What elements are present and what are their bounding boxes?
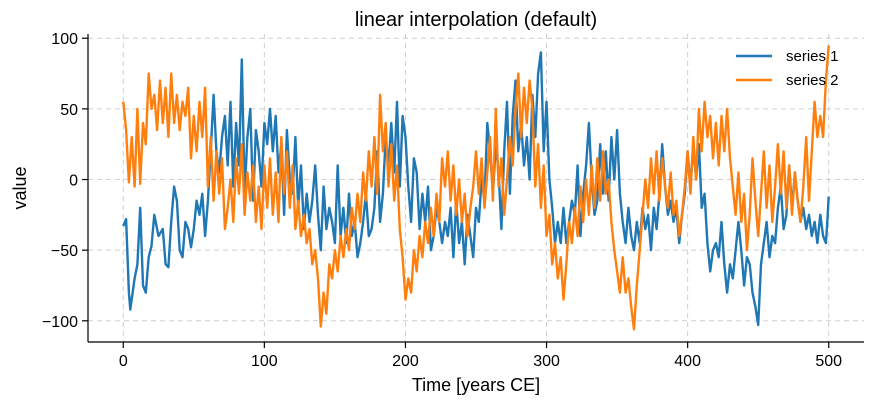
series-lines: [122, 45, 830, 331]
x-tick-label: 300: [533, 353, 560, 370]
x-tick-label: 400: [674, 353, 701, 370]
series-2-line: [122, 45, 830, 331]
series-1-line: [122, 51, 830, 327]
legend-label-series-2: series 2: [786, 72, 839, 89]
legend: series 1 series 2: [736, 48, 839, 89]
x-tick-label: 200: [392, 353, 419, 370]
y-tick-label: 50: [60, 102, 78, 119]
x-tick-label: 500: [815, 353, 842, 370]
legend-label-series-1: series 1: [786, 48, 839, 65]
x-axis-label: Time [years CE]: [412, 375, 540, 395]
chart-title: linear interpolation (default): [355, 9, 597, 31]
y-tick-label: −50: [51, 243, 78, 260]
x-axis-ticks: 0 100 200 300 400 500: [119, 342, 842, 370]
y-axis-ticks: −100 −50 0 50 100: [42, 31, 88, 331]
y-tick-label: −100: [42, 314, 78, 331]
y-tick-label: 0: [69, 173, 78, 190]
x-tick-label: 0: [119, 353, 128, 370]
axes-spines: [87, 34, 864, 343]
y-axis-label: value: [10, 166, 30, 209]
y-tick-label: 100: [51, 31, 78, 48]
x-tick-label: 100: [251, 353, 278, 370]
